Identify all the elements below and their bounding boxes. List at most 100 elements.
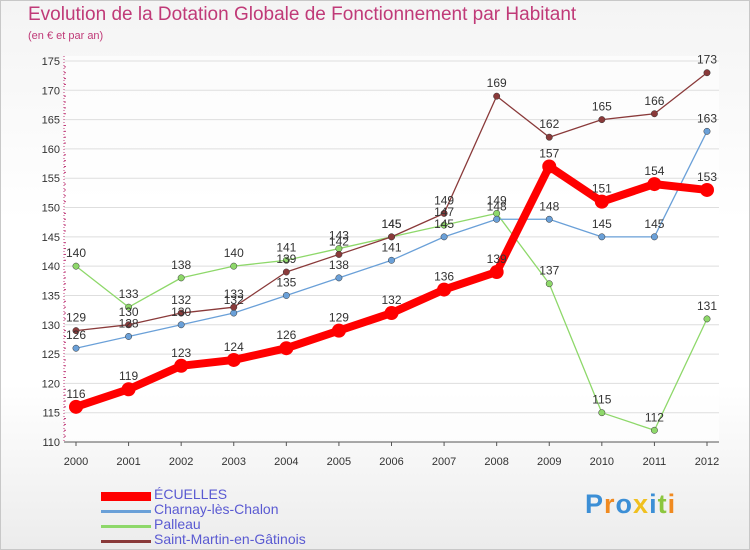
data-label--cuelles-2003: 124: [224, 340, 244, 354]
proxiti-logo: Proxiti: [585, 489, 676, 520]
data-label-saint-martin-en-g-tinois-2007: 149: [434, 193, 454, 207]
data-label-charnay-l-s-chalon-2008: 148: [487, 199, 507, 213]
logo-letter: i: [649, 489, 658, 519]
data-label--cuelles-2005: 129: [329, 311, 349, 325]
point--cuelles-2009: [542, 159, 557, 174]
data-label-saint-martin-en-g-tinois-2003: 133: [224, 287, 244, 301]
point-saint-martin-en-g-tinois-2000: [72, 327, 80, 335]
point-saint-martin-en-g-tinois-2001: [125, 321, 133, 329]
point-charnay-l-s-chalon-2010: [598, 233, 606, 241]
point-palleau-2000: [72, 262, 80, 270]
data-label-charnay-l-s-chalon-2007: 145: [434, 217, 454, 231]
plot-area: [64, 56, 719, 442]
y-tick-label-120: 120: [42, 378, 60, 390]
x-tick-label-2000: 2000: [64, 456, 88, 468]
data-label-charnay-l-s-chalon-2000: 126: [66, 328, 86, 342]
x-tick-label-2009: 2009: [537, 456, 561, 468]
point-charnay-l-s-chalon-2007: [440, 233, 448, 241]
x-tick-label-2008: 2008: [484, 456, 508, 468]
data-label-palleau-2009: 137: [539, 264, 559, 278]
y-tick-label-140: 140: [42, 261, 60, 273]
x-tick-label-2005: 2005: [327, 456, 351, 468]
data-label-palleau-2005: 143: [329, 229, 349, 243]
y-tick-label-170: 170: [42, 85, 60, 97]
data-label-palleau-2011: 112: [645, 410, 664, 424]
y-tick-label-160: 160: [42, 144, 60, 156]
data-label--cuelles-2012: 153: [697, 170, 717, 184]
point--cuelles-2000: [69, 399, 83, 414]
point-palleau-2002: [177, 274, 185, 282]
data-label-palleau-2003: 140: [224, 246, 244, 260]
x-tick-label-2002: 2002: [169, 456, 193, 468]
legend-label-ecuelles: ÉCUELLES: [154, 486, 228, 502]
point-charnay-l-s-chalon-2002: [177, 321, 185, 329]
data-label-saint-martin-en-g-tinois-2008: 169: [487, 76, 507, 90]
data-label-saint-martin-en-g-tinois-2009: 162: [539, 117, 559, 131]
point-saint-martin-en-g-tinois-2010: [598, 116, 606, 124]
y-tick-label-115: 115: [42, 408, 60, 420]
point-charnay-l-s-chalon-2003: [230, 309, 238, 317]
point--cuelles-2005: [331, 323, 346, 338]
legend-label-saint-martin: Saint-Martin-en-Gâtinois: [154, 531, 306, 547]
point--cuelles-2008: [489, 265, 504, 280]
data-label-saint-martin-en-g-tinois-2004: 139: [276, 252, 296, 266]
data-label-saint-martin-en-g-tinois-2005: 142: [329, 234, 349, 248]
point--cuelles-2001: [121, 382, 136, 397]
y-tick-label-130: 130: [42, 320, 60, 332]
x-tick-label-2004: 2004: [274, 456, 298, 468]
point-saint-martin-en-g-tinois-2012: [703, 69, 711, 77]
data-label-palleau-2010: 115: [592, 393, 611, 407]
point-palleau-2004: [282, 256, 290, 264]
logo-letter: i: [667, 489, 677, 519]
point--cuelles-2002: [174, 358, 189, 373]
point-charnay-l-s-chalon-2005: [335, 274, 343, 282]
x-tick-label-2006: 2006: [379, 456, 403, 468]
data-label-palleau-2001: 133: [119, 287, 139, 301]
legend-swatch-charnay: [101, 510, 151, 513]
y-tick-label-150: 150: [42, 203, 60, 215]
data-label-saint-martin-en-g-tinois-2001: 130: [119, 305, 139, 319]
y-tick-label-165: 165: [42, 115, 60, 127]
data-label-charnay-l-s-chalon-2001: 128: [119, 316, 139, 330]
data-label-charnay-l-s-chalon-2012: 163: [697, 111, 717, 125]
legend-label-palleau: Palleau: [154, 516, 201, 532]
data-label--cuelles-2000: 116: [66, 387, 85, 401]
data-label-saint-martin-en-g-tinois-2006: 145: [381, 217, 401, 231]
legend-swatch-saint-martin: [101, 540, 151, 543]
point-palleau-2001: [125, 303, 133, 311]
point-saint-martin-en-g-tinois-2007: [440, 209, 448, 217]
x-tick-label-2001: 2001: [116, 456, 140, 468]
point-palleau-2009: [545, 280, 553, 288]
data-label-palleau-2008: 149: [487, 193, 507, 207]
point-charnay-l-s-chalon-2004: [282, 292, 290, 299]
data-label-charnay-l-s-chalon-2011: 145: [644, 217, 664, 231]
point--cuelles-2006: [384, 306, 399, 321]
data-label-palleau-2012: 131: [697, 299, 717, 313]
point--cuelles-2004: [279, 341, 294, 356]
data-label--cuelles-2010: 151: [592, 182, 612, 196]
point-saint-martin-en-g-tinois-2005: [335, 250, 343, 258]
point-saint-martin-en-g-tinois-2011: [650, 110, 658, 118]
x-tick-label-2007: 2007: [432, 456, 456, 468]
x-tick-label-2010: 2010: [590, 456, 614, 468]
y-tick-label-125: 125: [42, 349, 60, 361]
data-label-charnay-l-s-chalon-2004: 135: [276, 275, 296, 289]
point-charnay-l-s-chalon-2006: [388, 256, 395, 264]
data-label--cuelles-2001: 119: [119, 369, 138, 383]
point-palleau-2003: [230, 262, 238, 270]
point--cuelles-2010: [594, 194, 609, 209]
data-label--cuelles-2007: 136: [434, 270, 454, 284]
x-tick-label-2011: 2011: [643, 456, 667, 468]
point-charnay-l-s-chalon-2012: [703, 127, 711, 135]
data-label-charnay-l-s-chalon-2003: 132: [224, 293, 244, 307]
chart-subtitle: (en € et par an): [28, 30, 104, 42]
data-label-saint-martin-en-g-tinois-2012: 173: [697, 53, 717, 67]
point-charnay-l-s-chalon-2001: [125, 333, 133, 340]
data-label--cuelles-2009: 157: [539, 147, 559, 161]
legend-swatch-ecuelles: [101, 492, 151, 501]
point--cuelles-2011: [647, 177, 662, 192]
point-palleau-2012: [703, 315, 711, 323]
data-label-saint-martin-en-g-tinois-2000: 129: [66, 311, 86, 325]
